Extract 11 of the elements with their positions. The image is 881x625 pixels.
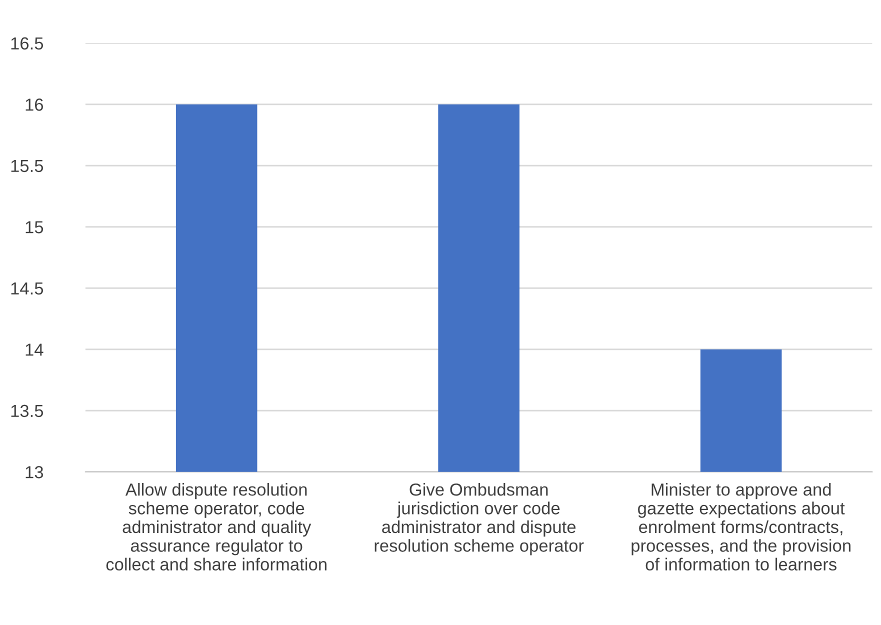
- y-tick-label: 13: [26, 466, 44, 478]
- y-tick-label: 16.5: [11, 37, 44, 50]
- y-tick-label: 14.5: [11, 282, 44, 295]
- x-tick-label: Give Ombudsman jurisdiction over code administrator and dispute resolution scheme operator: [374, 482, 584, 556]
- y-tick-label: 16: [26, 98, 44, 111]
- y-tick-label: 14: [26, 344, 44, 356]
- y-tick-label: 15: [26, 221, 44, 234]
- y-tick-label: 15.5: [11, 160, 44, 172]
- x-tick-label: Minister to approve and gazette expectations about enrolment forms/contracts, processes, and the provision of information to learners: [632, 482, 850, 571]
- x-tick-label: Allow dispute resolution scheme operator, code administrator and quality assurance regulator to collect and share information: [106, 482, 326, 571]
- y-tick-label: 13.5: [11, 404, 44, 418]
